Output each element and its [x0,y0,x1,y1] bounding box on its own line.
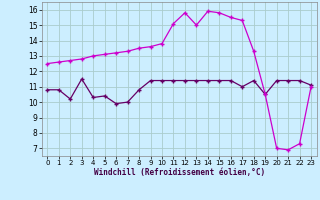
X-axis label: Windchill (Refroidissement éolien,°C): Windchill (Refroidissement éolien,°C) [94,168,265,177]
